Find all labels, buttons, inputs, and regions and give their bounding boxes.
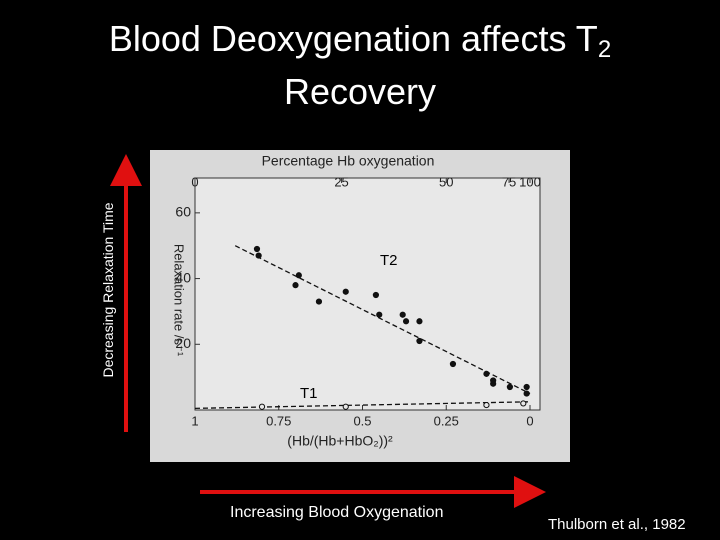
title-line2: Recovery — [283, 71, 437, 112]
x-tick-label: 0.25 — [434, 413, 459, 428]
x2-tick-label: 75 — [502, 174, 516, 189]
x2-tick-label: 100 — [519, 174, 541, 189]
y-axis-label: Relaxation rate /s⁻¹ — [172, 244, 187, 357]
title-text: Blood Deoxygenation affects T — [108, 18, 598, 59]
fit-line — [234, 245, 531, 395]
slide-title: Blood Deoxygenation affects T2 Recovery — [0, 18, 720, 113]
data-point — [342, 288, 349, 295]
data-point — [295, 272, 302, 279]
series-label: T2 — [380, 252, 398, 269]
data-point — [292, 282, 299, 289]
plot-frame — [194, 177, 541, 411]
open-point — [520, 400, 527, 407]
x-axis-label: (Hb/(Hb+HbO₂))² — [287, 433, 393, 449]
x2-tick-label: 50 — [439, 174, 453, 189]
x-tick-label: 0.5 — [353, 413, 371, 428]
y-tick-label: 40 — [175, 269, 191, 285]
series-label: T1 — [300, 385, 318, 402]
data-point — [490, 380, 497, 387]
title-subscript: 2 — [597, 36, 612, 63]
data-point — [416, 318, 423, 325]
data-point — [402, 318, 410, 325]
citation: Thulborn et al., 1982 — [548, 516, 686, 533]
y-tick-label: 20 — [175, 335, 191, 351]
data-point — [523, 383, 530, 391]
data-point — [523, 390, 530, 397]
top-axis-label: Percentage Hb oxygenation — [262, 153, 435, 169]
open-point — [258, 403, 266, 410]
data-point — [449, 360, 457, 368]
data-point — [315, 298, 323, 305]
x-tick-label: 1 — [191, 413, 198, 428]
data-point — [376, 311, 383, 318]
data-point — [372, 291, 379, 299]
data-point — [483, 370, 490, 377]
x-tick-label: 0.75 — [266, 413, 291, 428]
bottom-label: Increasing Blood Oxygenation — [230, 504, 444, 521]
open-point — [342, 403, 349, 410]
data-point — [506, 383, 513, 391]
data-point — [253, 245, 261, 253]
x2-tick-label: 25 — [334, 174, 348, 189]
data-point — [416, 337, 423, 345]
data-point — [255, 252, 262, 259]
data-point — [399, 311, 406, 318]
y-tick-label: 60 — [175, 204, 191, 220]
x2-tick-label: 0 — [191, 174, 198, 189]
open-point — [483, 401, 490, 409]
x-tick-label: 0 — [526, 413, 533, 428]
